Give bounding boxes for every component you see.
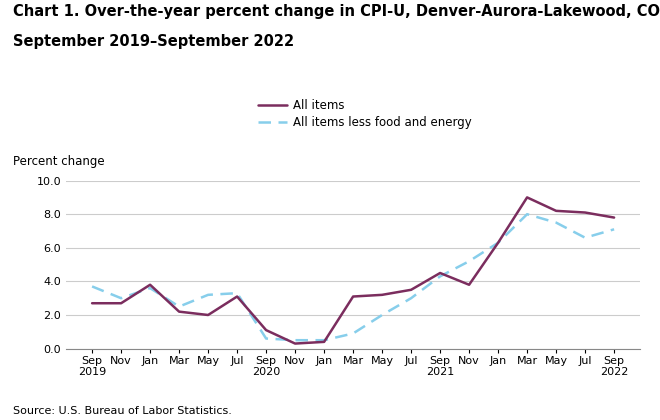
All items less food and energy: [349, 331, 357, 336]
All items: [88, 301, 96, 306]
All items: [610, 215, 618, 220]
All items: [552, 208, 560, 213]
Line: All items less food and energy: All items less food and energy: [92, 214, 614, 340]
All items less food and energy: [610, 227, 618, 232]
All items: [465, 282, 473, 287]
All items less food and energy: [581, 235, 589, 240]
All items less food and energy: [552, 220, 560, 225]
All items: [233, 294, 241, 299]
All items less food and energy: [407, 296, 415, 301]
Text: Source: U.S. Bureau of Labor Statistics.: Source: U.S. Bureau of Labor Statistics.: [13, 406, 232, 416]
All items: [407, 287, 415, 292]
All items: [262, 328, 270, 333]
All items less food and energy: [523, 212, 531, 217]
All items: [175, 309, 183, 314]
All items less food and energy: [262, 336, 270, 341]
All items less food and energy: [320, 338, 328, 343]
All items less food and energy: [291, 338, 299, 343]
All items: [494, 240, 502, 245]
All items less food and energy: [436, 274, 444, 279]
Legend: All items, All items less food and energy: All items, All items less food and energ…: [257, 99, 472, 129]
All items: [349, 294, 357, 299]
All items: [117, 301, 125, 306]
All items: [436, 270, 444, 276]
All items: [291, 341, 299, 346]
All items less food and energy: [146, 286, 154, 291]
All items less food and energy: [465, 259, 473, 264]
All items: [320, 339, 328, 344]
All items less food and energy: [88, 284, 96, 289]
All items less food and energy: [204, 292, 212, 297]
Text: September 2019–September 2022: September 2019–September 2022: [13, 34, 294, 49]
All items less food and energy: [233, 291, 241, 296]
Text: Chart 1. Over-the-year percent change in CPI-U, Denver-Aurora-Lakewood, CO,: Chart 1. Over-the-year percent change in…: [13, 4, 660, 19]
All items less food and energy: [494, 240, 502, 245]
All items: [204, 312, 212, 318]
All items less food and energy: [378, 312, 386, 318]
All items: [146, 282, 154, 287]
Line: All items: All items: [92, 197, 614, 344]
All items: [378, 292, 386, 297]
All items: [523, 195, 531, 200]
All items less food and energy: [175, 304, 183, 309]
All items: [581, 210, 589, 215]
Text: Percent change: Percent change: [13, 155, 105, 168]
All items less food and energy: [117, 296, 125, 301]
